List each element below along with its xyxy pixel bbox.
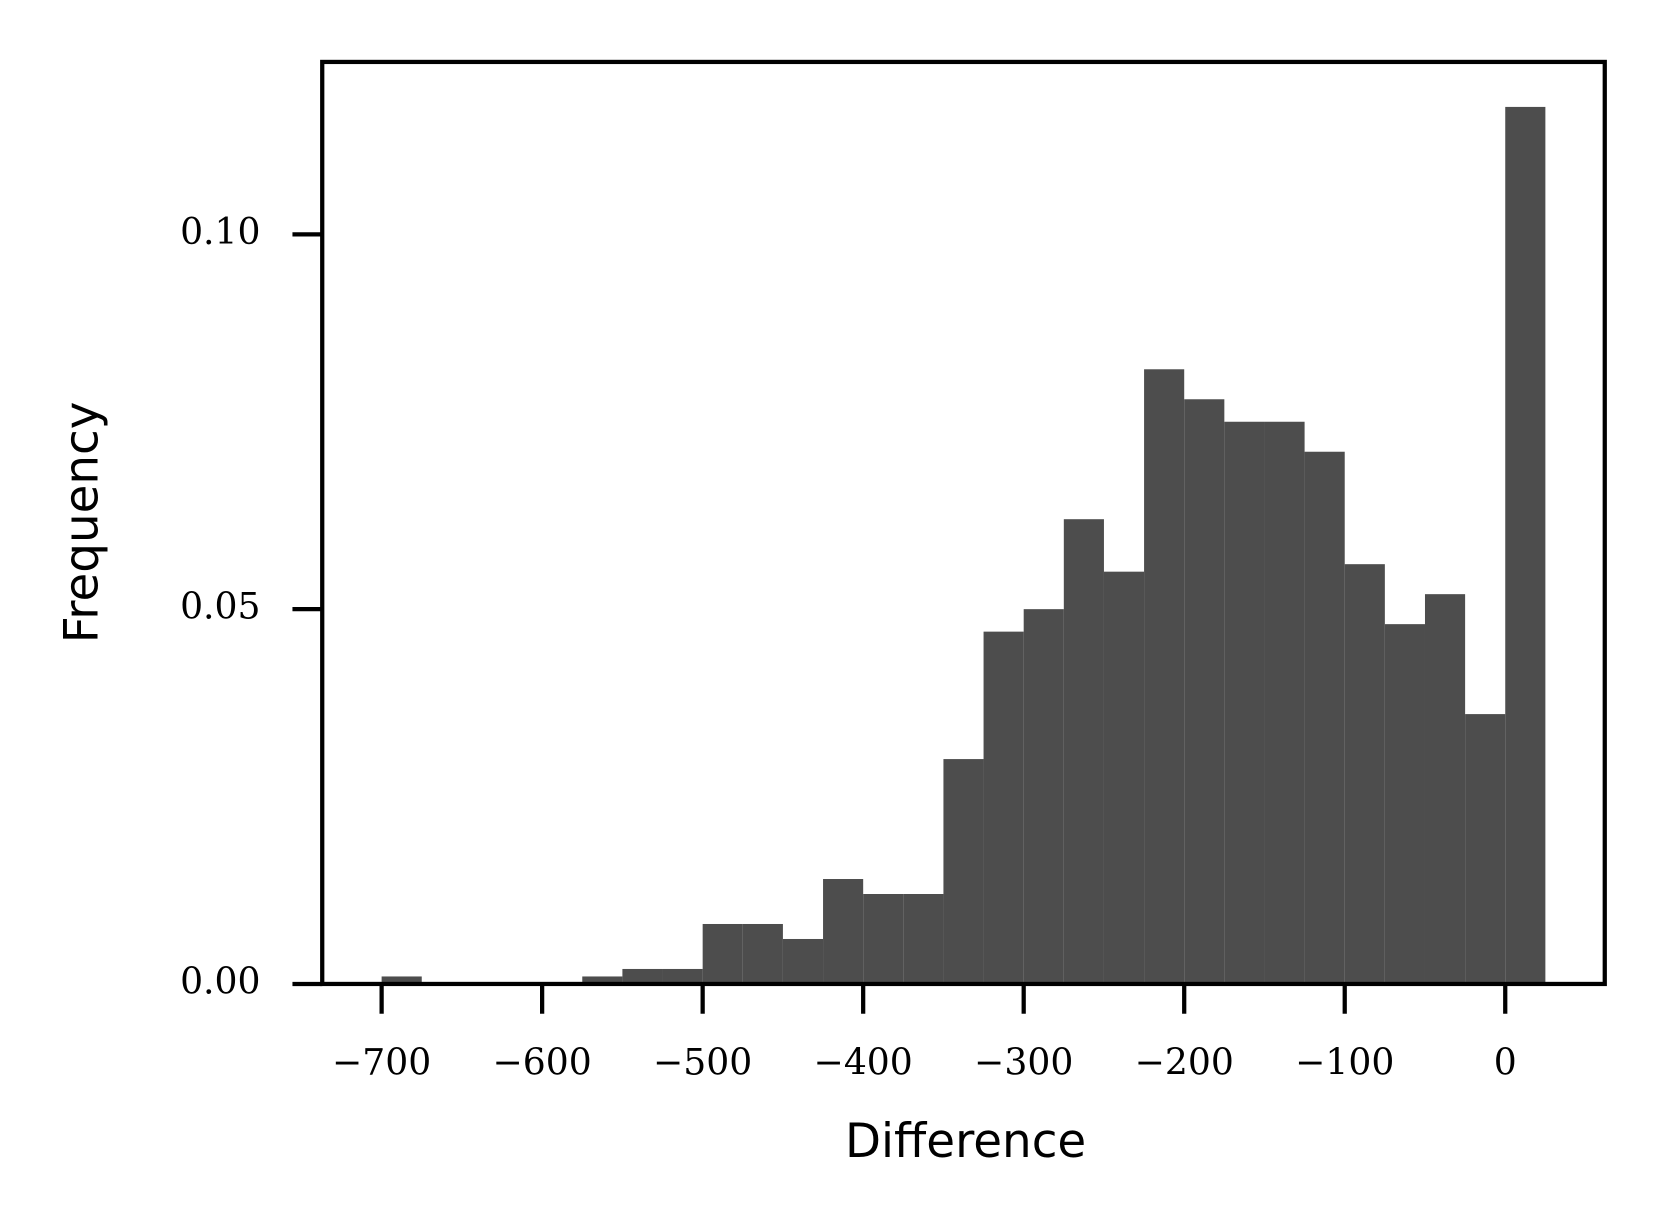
- bar: [863, 894, 904, 984]
- y-tick-label: 0.00: [180, 959, 260, 1002]
- bar: [582, 976, 623, 984]
- bar: [622, 968, 663, 984]
- bar: [782, 938, 824, 984]
- bar: [1304, 451, 1345, 984]
- x-tick-label: −200: [1135, 1040, 1234, 1083]
- bar: [1184, 399, 1225, 984]
- x-tick-label: −300: [974, 1040, 1073, 1083]
- y-tick-label: 0.05: [180, 585, 260, 628]
- bar: [983, 631, 1024, 984]
- x-tick-label: −100: [1295, 1040, 1394, 1083]
- y-tick-label: 0.10: [180, 210, 260, 253]
- y-axis-label: Frequency: [56, 402, 110, 644]
- bar: [1384, 624, 1425, 984]
- x-tick-label: 0: [1494, 1040, 1517, 1083]
- bar: [823, 879, 864, 984]
- bar: [1505, 106, 1546, 984]
- bar: [1465, 714, 1506, 984]
- bar: [702, 923, 743, 984]
- bar: [1424, 594, 1466, 984]
- bar: [742, 923, 783, 984]
- bar: [943, 759, 984, 984]
- bar: [381, 976, 422, 984]
- bar: [1063, 519, 1104, 984]
- x-tick-label: −700: [332, 1040, 431, 1083]
- bar: [1103, 571, 1145, 984]
- x-tick-label: −400: [814, 1040, 913, 1083]
- bar: [1344, 564, 1385, 984]
- bar: [1264, 421, 1305, 984]
- bar: [1224, 421, 1265, 984]
- x-tick-label: −500: [653, 1040, 752, 1083]
- bar: [1144, 369, 1185, 984]
- bar: [662, 968, 703, 984]
- x-axis-label: Difference: [845, 1115, 1086, 1169]
- bar: [1023, 609, 1064, 984]
- bar: [903, 894, 944, 984]
- plot-frame: [320, 59, 1607, 987]
- x-tick-label: −600: [493, 1040, 592, 1083]
